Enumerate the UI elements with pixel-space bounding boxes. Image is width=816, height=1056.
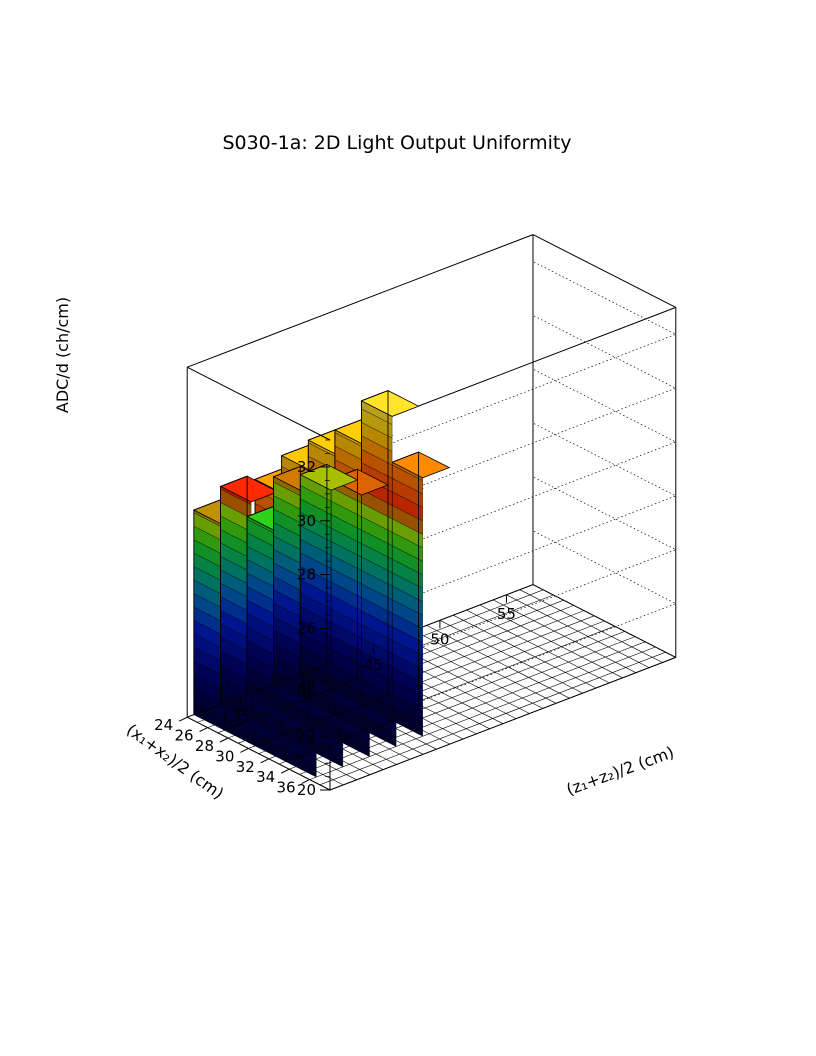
x-tick-label: 50 bbox=[430, 630, 449, 648]
y-tick-label: 26 bbox=[175, 727, 194, 745]
y-tick bbox=[240, 747, 249, 753]
box-edge bbox=[532, 234, 677, 308]
z-tick-label: 30 bbox=[297, 512, 316, 530]
box-edge bbox=[532, 584, 677, 658]
z-gridline bbox=[329, 584, 677, 791]
y-tick bbox=[199, 727, 208, 733]
y-tick-label: 30 bbox=[215, 747, 234, 765]
y-tick bbox=[280, 768, 290, 774]
x-tick-label: 45 bbox=[364, 656, 383, 674]
z-axis-label: ADC/d (ch/cm) bbox=[53, 297, 72, 413]
plot-box-front bbox=[186, 234, 534, 718]
z-gridline bbox=[329, 530, 677, 737]
z-gridline bbox=[329, 422, 677, 629]
bars bbox=[192, 389, 451, 778]
z-tick-label: 28 bbox=[297, 566, 316, 584]
bar-outline bbox=[273, 465, 301, 685]
floor-gridline bbox=[299, 641, 646, 775]
y-tick-label: 36 bbox=[277, 779, 296, 797]
z-gridline bbox=[329, 315, 677, 522]
z-gridline bbox=[329, 261, 677, 468]
z-gridline bbox=[329, 368, 677, 575]
floor-gridline bbox=[289, 636, 636, 770]
x-tick-label: 55 bbox=[497, 605, 516, 623]
x-axis-label: (z₁+z₂)/2 (cm) bbox=[564, 743, 677, 800]
y-tick bbox=[301, 779, 310, 785]
y-tick bbox=[219, 737, 229, 743]
y-tick-label: 32 bbox=[236, 758, 255, 776]
x-tick-label: 40 bbox=[297, 681, 316, 699]
box-edge-front bbox=[187, 234, 534, 368]
floor-gridline bbox=[319, 651, 666, 786]
y-tick-label: 34 bbox=[256, 768, 275, 786]
y-tick bbox=[178, 716, 188, 722]
y-tick-label: 28 bbox=[195, 737, 214, 755]
z-gridlines bbox=[329, 261, 677, 791]
floor-gridline bbox=[309, 646, 656, 780]
box-edge bbox=[186, 716, 331, 791]
bar bbox=[391, 451, 451, 737]
bar bbox=[219, 475, 279, 721]
z-tick-label: 24 bbox=[297, 673, 316, 691]
bar-outline bbox=[299, 463, 328, 675]
bar bbox=[299, 463, 359, 690]
z-tick-label: 26 bbox=[297, 619, 316, 637]
bar bbox=[329, 468, 389, 706]
box-edge-front bbox=[186, 366, 331, 441]
chart-title: S030-1a: 2D Light Output Uniformity bbox=[222, 132, 571, 154]
z-tick-label: 20 bbox=[297, 781, 316, 799]
y-tick bbox=[260, 758, 270, 764]
bar bbox=[246, 505, 306, 711]
bar bbox=[272, 465, 332, 700]
z-tick-label: 32 bbox=[297, 458, 316, 476]
x-tick-label: 35 bbox=[231, 707, 250, 725]
z-gridline bbox=[329, 476, 677, 683]
bar-outline bbox=[220, 475, 248, 706]
y-tick-label: 24 bbox=[154, 716, 173, 734]
z-tick-label: 22 bbox=[297, 727, 316, 745]
bar bbox=[360, 389, 420, 721]
